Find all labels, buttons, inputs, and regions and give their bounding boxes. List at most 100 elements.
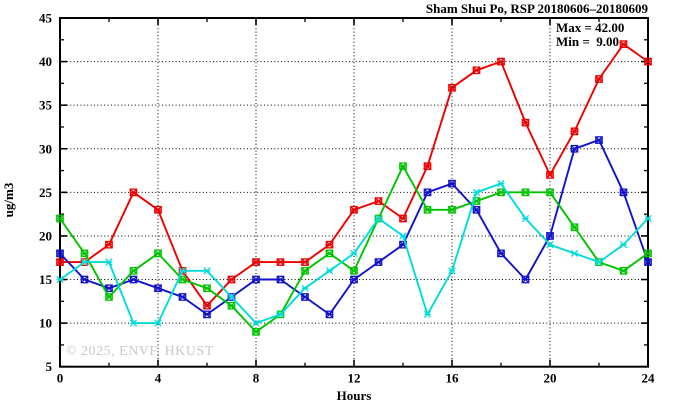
data-point-marker [350,205,358,214]
data-point-marker [423,205,432,214]
data-point-marker [595,258,603,266]
data-point-marker [325,240,334,249]
data-point-marker [301,266,309,275]
data-point-marker [203,301,211,310]
data-point-marker [203,284,211,293]
data-point-marker [570,223,579,232]
data-point-marker [448,83,456,92]
data-point-marker [399,162,407,171]
data-point-marker [154,284,162,293]
data-point-marker [644,214,652,223]
data-point-marker [374,197,383,205]
min-value-label: Min = 9.00 [556,34,620,49]
data-point-marker [252,275,260,284]
data-point-marker [105,284,113,293]
max-value-label: Max = 42.00 [556,20,625,35]
data-point-marker [423,162,432,171]
data-point-marker [80,258,89,266]
data-point-marker [497,57,505,66]
data-point-marker [448,179,456,188]
data-point-marker [619,188,628,197]
data-point-marker [301,293,309,301]
data-point-marker [80,249,89,258]
data-point-marker [546,188,554,197]
data-point-marker [497,179,505,188]
data-point-marker [154,319,162,327]
data-point-marker [595,75,603,83]
data-point-marker [546,240,554,249]
data-point-marker [129,266,138,275]
data-point-marker [644,258,652,266]
data-point-marker [472,66,481,75]
data-point-marker [374,214,383,223]
y-tick-label: 25 [39,185,53,200]
data-point-marker [399,232,407,240]
y-tick-label: 15 [39,272,53,287]
data-point-marker [178,267,187,275]
data-point-marker [570,144,579,153]
data-point-marker [227,275,236,284]
data-point-marker [497,249,505,258]
data-point-marker [276,310,285,319]
x-axis-label: Hours [336,388,372,403]
x-tick-label: 12 [348,371,361,386]
data-point-marker [350,266,358,275]
data-point-marker [325,310,334,319]
data-point-marker [350,275,358,284]
data-point-marker [301,284,309,292]
data-point-marker [448,205,456,214]
data-point-marker [619,266,628,275]
data-point-marker [595,136,603,144]
data-point-marker [178,293,187,301]
data-point-marker [570,249,579,258]
data-point-marker [619,40,628,49]
data-point-marker [56,214,64,223]
y-tick-label: 45 [39,11,53,26]
data-point-marker [203,310,211,319]
data-point-marker [325,267,334,275]
series-blue [56,136,652,319]
data-point-marker [472,188,481,197]
series-cyan [56,179,652,327]
y-tick-label: 30 [39,141,52,156]
x-tick-label: 20 [544,371,557,386]
y-tick-label: 20 [39,228,52,243]
data-point-marker [252,258,260,266]
data-point-marker [105,258,113,266]
data-point-marker [154,249,162,258]
data-point-marker [521,188,530,197]
data-point-marker [129,275,138,284]
watermark: © 2025, ENVF, HKUST [66,344,214,359]
data-point-marker [105,293,113,301]
data-point-marker [105,240,113,249]
series-red [56,40,652,310]
max-min-annotation: Max = 42.00 Min = 9.00 [556,21,624,49]
data-point-marker [227,293,236,301]
data-point-marker [423,188,432,197]
y-tick-label: 10 [39,316,52,331]
data-point-marker [472,205,481,214]
data-point-marker [448,267,456,275]
data-point-marker [154,205,162,214]
data-point-marker [619,240,628,249]
x-tick-label: 8 [253,371,260,386]
data-point-marker [350,249,358,258]
data-point-marker [129,188,138,197]
data-point-marker [325,249,334,258]
data-point-marker [521,214,530,223]
data-point-marker [129,319,138,327]
data-point-marker [56,275,64,284]
data-point-marker [80,275,89,284]
x-tick-label: 4 [155,371,162,386]
series-green [56,162,652,336]
data-point-marker [276,258,285,266]
chart-title: Sham Shui Po, RSP 20180606–20180609 [425,1,648,16]
data-point-marker [423,310,432,319]
data-point-marker [276,275,285,284]
data-point-marker [252,327,260,336]
y-tick-label: 40 [39,54,52,69]
data-point-marker [521,118,530,127]
data-point-marker [546,232,554,240]
